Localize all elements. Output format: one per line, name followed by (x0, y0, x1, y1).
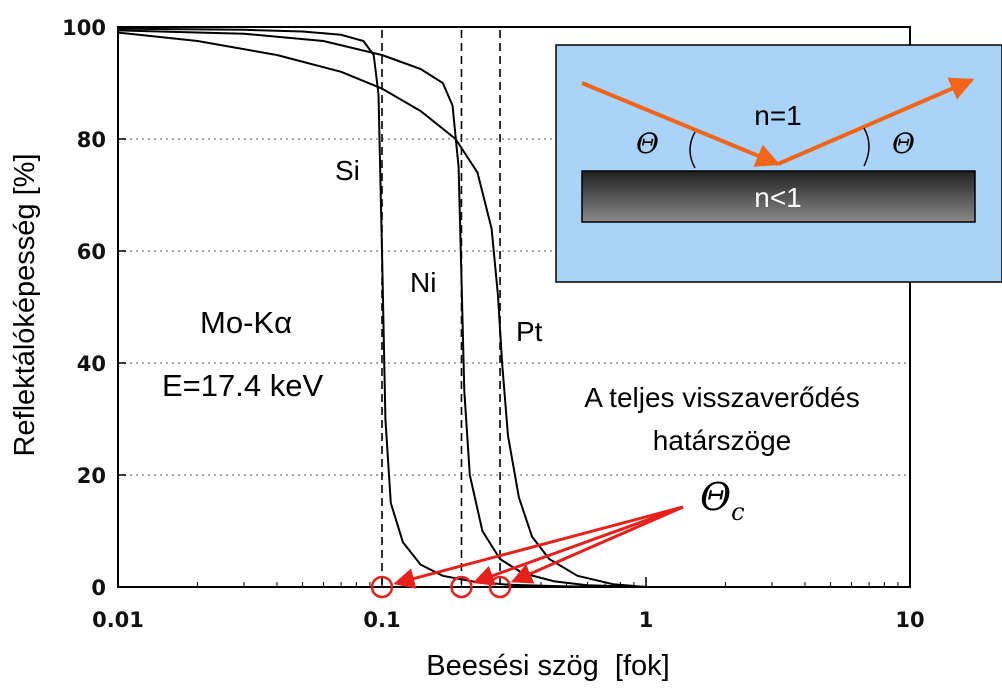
x-tick-label: 1 (639, 608, 654, 632)
critical-angle-arrow (510, 505, 684, 584)
curve-pt (117, 31, 647, 588)
total-reflection-inset: n=1 n<1 Θ Θ (555, 44, 1002, 283)
series-label-ni: Ni (410, 267, 436, 298)
critical-angle-marker (450, 575, 473, 599)
critical-angle-arrow (472, 505, 684, 586)
reflected-ray (777, 77, 975, 166)
critical-angle-arrows (370, 505, 684, 599)
critical-angle-label-2: határszöge (653, 425, 792, 456)
x-tick-label: 10 (895, 608, 924, 632)
theta-c-symbol: Θc (700, 475, 745, 526)
inset-upper-medium: n=1 (754, 100, 802, 131)
y-tick-label: 80 (77, 128, 106, 152)
y-axis-ticks: 0 20 40 60 80 100 (62, 16, 126, 600)
x-tick-label: 0.01 (92, 608, 144, 632)
critical-angle-marker (488, 575, 512, 599)
series-label-si: Si (335, 155, 360, 186)
critical-angle-lines (381, 30, 501, 587)
plot-frame (117, 26, 911, 588)
y-tick-label: 20 (77, 464, 106, 488)
critical-angle-label-1: A teljes visszaverődés (584, 382, 859, 413)
inset-lower-medium: n<1 (754, 182, 802, 213)
inset-angle-right: Θ (892, 127, 915, 160)
critical-angle-marker (370, 575, 394, 599)
angle-arc-left (689, 131, 696, 169)
y-tick-label: 100 (62, 16, 106, 40)
series-label-pt: Pt (516, 316, 543, 347)
y-tick-label: 60 (77, 240, 106, 264)
incident-ray (581, 81, 781, 167)
source-label: Mo-Kα (200, 305, 292, 340)
inset-slab (581, 170, 976, 223)
y-tick-label: 0 (91, 576, 106, 600)
x-tick-label: 0.1 (363, 608, 400, 632)
y-axis-label: Reflektálóképesség [%] (9, 153, 41, 456)
y-tick-label: 40 (77, 352, 106, 376)
critical-angle-arrow (393, 505, 684, 589)
x-axis-ticks: 0.01 0.1 1 10 (92, 577, 925, 632)
inset-angle-left: Θ (636, 127, 659, 160)
energy-label: E=17.4 keV (162, 368, 323, 403)
x-axis-label: Beesési szög [fok] (426, 650, 669, 682)
angle-arc-right (863, 127, 870, 167)
